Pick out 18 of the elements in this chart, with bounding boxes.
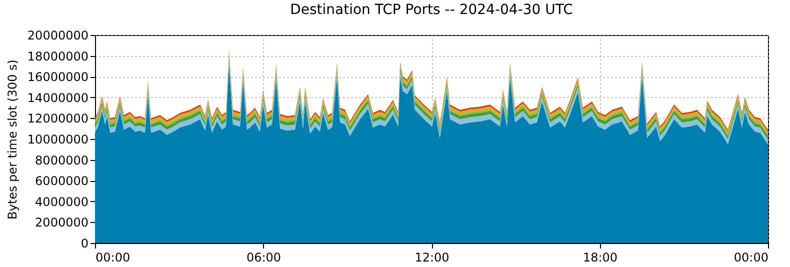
x-tick-label: 06:00 xyxy=(246,250,282,264)
y-tick-label: 4000000 xyxy=(35,194,88,209)
chart-title: Destination TCP Ports -- 2024-04-30 UTC xyxy=(290,2,574,18)
y-tick-label: 18000000 xyxy=(27,49,88,64)
y-tick-label: 16000000 xyxy=(27,70,88,84)
x-tick-label: 18:00 xyxy=(582,250,618,264)
y-tick-label: 8000000 xyxy=(35,153,88,168)
y-tick-label: 12000000 xyxy=(27,112,88,126)
x-tick-label: 00:00 xyxy=(734,250,768,264)
x-tick-label: 00:00 xyxy=(96,250,130,264)
y-tick-label: 14000000 xyxy=(27,90,88,105)
y-axis-title: Bytes per time slot (300 s) xyxy=(5,60,20,220)
y-tick-label: 2000000 xyxy=(35,216,88,230)
y-tick-label: 0 xyxy=(80,236,88,250)
x-tick-label: 12:00 xyxy=(414,250,450,264)
y-tick-label: 20000000 xyxy=(27,28,88,42)
y-tick-label: 10000000 xyxy=(27,132,88,146)
y-tick-label: 6000000 xyxy=(35,174,88,188)
